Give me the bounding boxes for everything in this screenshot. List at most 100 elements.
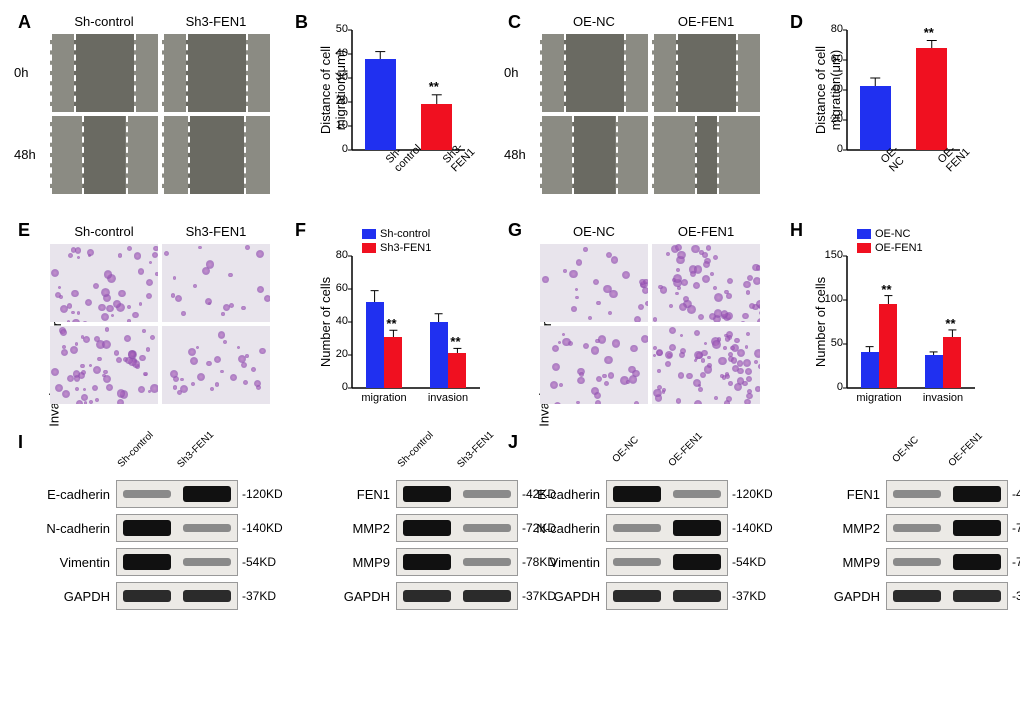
protein-label: MMP2 bbox=[800, 521, 886, 536]
protein-label: E-cadherin bbox=[520, 487, 606, 502]
panel-G: OE-NCOE-FEN1MigrationInvasion bbox=[530, 224, 760, 404]
blot-membrane bbox=[606, 480, 728, 508]
y-tick: 50 bbox=[817, 337, 843, 349]
bar bbox=[879, 304, 897, 388]
wound-healing-image bbox=[162, 34, 270, 112]
blot-row: GAPDH -37KD bbox=[30, 582, 292, 610]
y-tick: 60 bbox=[819, 53, 843, 65]
blot-membrane bbox=[886, 582, 1008, 610]
y-tick: 80 bbox=[819, 23, 843, 35]
molecular-weight: -37KD bbox=[728, 589, 782, 603]
wound-healing-image bbox=[540, 116, 648, 194]
blot-row: Vimentin -54KD bbox=[520, 548, 782, 576]
bar bbox=[860, 86, 891, 151]
wound-healing-image bbox=[652, 116, 760, 194]
x-tick-label: invasion bbox=[913, 392, 973, 404]
protein-label: GAPDH bbox=[520, 589, 606, 604]
blot-membrane bbox=[396, 582, 518, 610]
significance-marker: ** bbox=[924, 25, 934, 40]
x-tick-label: migration bbox=[849, 392, 909, 404]
molecular-weight: -37KD bbox=[1008, 589, 1020, 603]
row-label: 0h bbox=[504, 65, 518, 80]
transwell-image bbox=[652, 244, 760, 322]
protein-label: MMP9 bbox=[800, 555, 886, 570]
blot-membrane bbox=[396, 480, 518, 508]
molecular-weight: -54KD bbox=[728, 555, 782, 569]
blot-membrane bbox=[606, 548, 728, 576]
row-label: 48h bbox=[504, 147, 526, 162]
panel-A: Sh-controlSh3-FEN10h48h bbox=[40, 14, 270, 194]
y-tick: 40 bbox=[819, 83, 843, 95]
panel-F-chart: Sh-controlSh3-FEN1Number of cells bbox=[310, 228, 485, 418]
panel-D-chart: Distance of cell migration(μm) 020406080… bbox=[805, 20, 965, 210]
protein-label: GAPDH bbox=[310, 589, 396, 604]
y-tick: 150 bbox=[817, 249, 843, 261]
blot-membrane bbox=[886, 514, 1008, 542]
blot-membrane bbox=[116, 582, 238, 610]
blot-row: FEN1-42KD bbox=[800, 480, 1020, 508]
y-tick: 50 bbox=[324, 23, 348, 35]
blot-membrane bbox=[606, 514, 728, 542]
panel-J: OE-NCOE-FEN1E-cadherin-120KDN-cadherin-1… bbox=[520, 440, 990, 616]
protein-label: Vimentin bbox=[520, 555, 606, 570]
blot-row: N-cadherin-140KD bbox=[520, 514, 782, 542]
y-tick: 40 bbox=[322, 315, 348, 327]
transwell-image bbox=[162, 244, 270, 322]
column-label: Sh-control bbox=[50, 14, 158, 29]
protein-label: GAPDH bbox=[30, 589, 116, 604]
transwell-image bbox=[162, 326, 270, 404]
y-tick: 10 bbox=[324, 119, 348, 131]
column-label: Sh-control bbox=[50, 224, 158, 239]
row-label: 0h bbox=[14, 65, 28, 80]
blot-membrane bbox=[116, 480, 238, 508]
blot-membrane bbox=[606, 582, 728, 610]
molecular-weight: -37KD bbox=[238, 589, 292, 603]
protein-label: E-cadherin bbox=[30, 487, 116, 502]
blot-block: Sh-controlSh3-FEN1E-cadherin-120KDN-cadh… bbox=[30, 440, 292, 616]
y-tick: 0 bbox=[324, 143, 348, 155]
bar bbox=[430, 322, 448, 388]
panel-label-E: E bbox=[18, 220, 30, 241]
panel-E: Sh-controlSh3-FEN1MigrationInvasion bbox=[40, 224, 270, 404]
panel-B-chart: Distance of cell migration(μm) 010203040… bbox=[310, 20, 470, 210]
blot-membrane bbox=[116, 548, 238, 576]
bar bbox=[384, 337, 402, 388]
transwell-image bbox=[540, 244, 648, 322]
panel-label-D: D bbox=[790, 12, 803, 33]
bar bbox=[448, 353, 466, 388]
y-tick: 40 bbox=[324, 47, 348, 59]
blot-row: MMP9 -78KD bbox=[800, 548, 1020, 576]
y-tick: 20 bbox=[819, 113, 843, 125]
bar bbox=[421, 104, 452, 150]
blot-row: GAPDH -37KD bbox=[520, 582, 782, 610]
panel-label-B: B bbox=[295, 12, 308, 33]
molecular-weight: -120KD bbox=[238, 487, 292, 501]
y-tick: 20 bbox=[322, 348, 348, 360]
y-tick: 0 bbox=[819, 143, 843, 155]
protein-label: N-cadherin bbox=[30, 521, 116, 536]
molecular-weight: -78KD bbox=[1008, 555, 1020, 569]
protein-label: GAPDH bbox=[800, 589, 886, 604]
wound-healing-image bbox=[50, 34, 158, 112]
bar bbox=[916, 48, 947, 150]
column-label: OE-NC bbox=[540, 14, 648, 29]
molecular-weight: -140KD bbox=[238, 521, 292, 535]
significance-marker: ** bbox=[945, 316, 955, 331]
blot-membrane bbox=[396, 548, 518, 576]
y-tick: 20 bbox=[324, 95, 348, 107]
column-label: Sh3-FEN1 bbox=[162, 224, 270, 239]
transwell-image bbox=[50, 244, 158, 322]
panel-H-chart: OE-NCOE-FEN1Number of cells bbox=[805, 228, 980, 418]
row-label: 48h bbox=[14, 147, 36, 162]
bar bbox=[365, 59, 396, 150]
molecular-weight: -42KD bbox=[1008, 487, 1020, 501]
panel-label-G: G bbox=[508, 220, 522, 241]
blot-block: OE-NCOE-FEN1E-cadherin-120KDN-cadherin-1… bbox=[520, 440, 782, 616]
y-tick: 0 bbox=[817, 381, 843, 393]
transwell-image bbox=[652, 326, 760, 404]
protein-label: N-cadherin bbox=[520, 521, 606, 536]
column-label: Sh3-FEN1 bbox=[162, 14, 270, 29]
significance-marker: ** bbox=[881, 282, 891, 297]
panel-label-C: C bbox=[508, 12, 521, 33]
column-label: OE-FEN1 bbox=[652, 224, 760, 239]
